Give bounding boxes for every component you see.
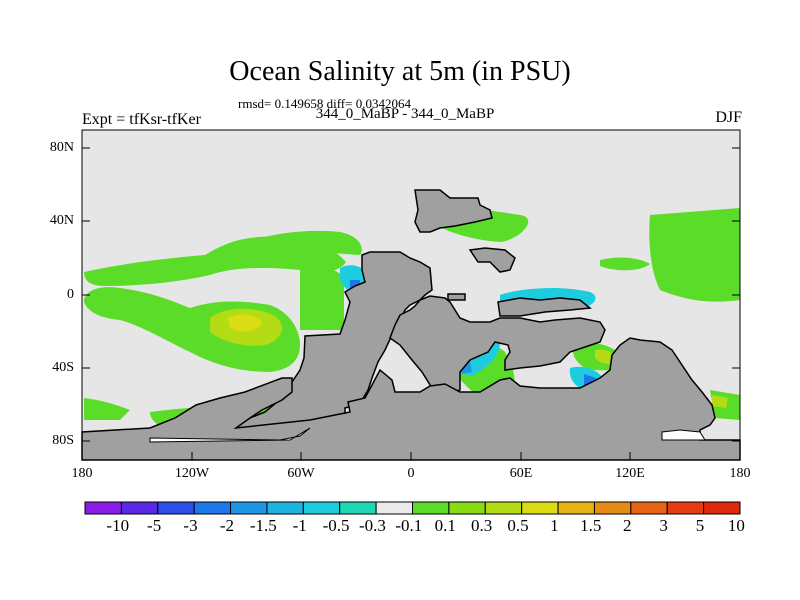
- legend-label: 2: [622, 516, 632, 535]
- x-tick-label: 180: [71, 466, 93, 481]
- land-africa-eurasia: [414, 189, 493, 233]
- legend-color-bar: [84, 501, 741, 515]
- legend-swatch: [412, 501, 450, 515]
- experiment-label: Expt = tfKsr-tfKer: [82, 111, 201, 128]
- legend-label: -0.1: [395, 516, 423, 535]
- subtitle: 344_0_MaBP - 344_0_MaBP: [315, 106, 495, 122]
- legend-label: 0.5: [507, 516, 529, 535]
- legend-swatch: [666, 501, 705, 515]
- legend-label: -5: [147, 516, 162, 535]
- legend-swatch: [339, 501, 377, 515]
- land-small-island: [447, 293, 466, 301]
- legend-label: 10: [727, 516, 745, 535]
- land-south-america-africa: [389, 295, 606, 396]
- y-tick-label: 40S: [52, 360, 74, 375]
- land-antarctica-east: [81, 337, 741, 461]
- legend-swatch: [521, 501, 559, 515]
- legend-swatch: [557, 501, 595, 515]
- legend-swatch: [448, 501, 486, 515]
- y-tick-label: 80N: [49, 140, 74, 155]
- legend-swatch: [193, 501, 232, 515]
- legend-swatch: [593, 501, 632, 515]
- stats-text: rmsd= 0.149658 diff= 0.0342064: [238, 96, 411, 111]
- legend-swatch: [84, 501, 122, 515]
- legend-swatch: [230, 501, 268, 515]
- legend-swatch: [266, 501, 304, 515]
- legend-label: 0.3: [471, 516, 493, 535]
- legend-swatch: [157, 501, 195, 515]
- anomaly-tasman-core: [712, 395, 728, 408]
- season-label: DJF: [715, 109, 742, 126]
- missing-data-regions: [149, 427, 706, 443]
- legend-swatch: [375, 501, 414, 515]
- anomaly-east-pacific-north: [649, 208, 740, 302]
- y-tick-label: 40N: [49, 213, 74, 228]
- y-tick-label: 0: [67, 287, 74, 302]
- x-tick-label: 60W: [287, 466, 315, 481]
- legend-label: 5: [695, 516, 705, 535]
- legend-swatch: [120, 501, 159, 515]
- legend-label: -3: [183, 516, 198, 535]
- legend-label: -1.5: [249, 516, 277, 535]
- legend-label: 0.1: [434, 516, 456, 535]
- legend-label: -0.3: [359, 516, 386, 535]
- legend-swatch: [630, 501, 668, 515]
- land-masses: [81, 189, 741, 461]
- land-east-asia: [468, 247, 516, 273]
- legend-swatch: [703, 501, 741, 515]
- x-tick-label: 180: [729, 466, 751, 481]
- legend-label: 1.5: [580, 516, 602, 535]
- legend-swatch: [302, 501, 341, 515]
- map-title: Ocean Salinity at 5m (in PSU): [229, 56, 571, 87]
- legend-label: 1: [550, 516, 559, 535]
- anomaly-south-pacific: [84, 287, 300, 372]
- anomaly-south-pacific-west: [84, 398, 130, 420]
- strongest-positive-anomaly: [228, 314, 262, 332]
- legend-label: -2: [219, 516, 234, 535]
- legend-label: -10: [106, 516, 130, 535]
- x-tick-label: 120W: [174, 466, 210, 481]
- axis-ticks: [82, 147, 740, 460]
- anomaly-eastern-pacific: [300, 262, 344, 330]
- missing-southern-strip: [149, 427, 311, 443]
- legend-label: -0.5: [322, 516, 350, 535]
- x-tick-label: 120E: [615, 466, 645, 481]
- anomaly-south-pacific-peak: [228, 314, 262, 332]
- missing-ross-ice: [661, 429, 706, 441]
- land-greenland-strip: [497, 297, 592, 317]
- y-tick-label: 80S: [52, 433, 74, 448]
- anomaly-central-pacific-band: [225, 230, 362, 256]
- legend-label: -1: [292, 516, 307, 535]
- x-tick-label: 60E: [509, 466, 533, 481]
- anomaly-mid-band: [600, 257, 650, 271]
- x-tick-label: 0: [407, 466, 415, 481]
- legend-swatch: [484, 501, 523, 515]
- legend-label: 3: [659, 516, 668, 535]
